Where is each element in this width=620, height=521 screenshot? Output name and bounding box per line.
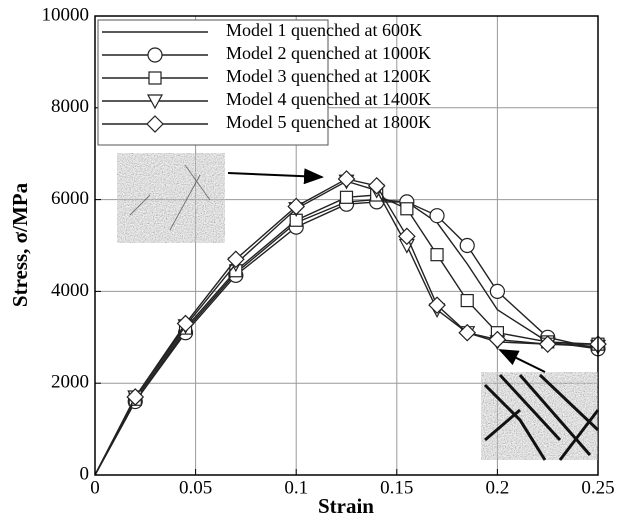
y-tick-label: 0: [80, 463, 90, 484]
legend-label: Model 3 quenched at 1200K: [226, 66, 431, 86]
legend-label: Model 1 quenched at 600K: [226, 20, 422, 40]
legend-label: Model 5 quenched at 1800K: [226, 112, 431, 132]
y-tick-label: 4000: [51, 280, 89, 301]
x-tick-label: 0.25: [581, 477, 614, 498]
y-axis-title: Stress, σ/MPa: [8, 182, 32, 307]
x-tick-label: 0.15: [380, 477, 413, 498]
legend-label: Model 4 quenched at 1400K: [226, 89, 431, 109]
marker: [148, 48, 162, 62]
x-tick-label: 0.1: [284, 477, 308, 498]
y-tick-label: 10000: [42, 4, 90, 25]
marker: [461, 295, 473, 307]
marker: [431, 249, 443, 261]
chart: Strain Stress, σ/MPa 0 2000 4000 6000 8000 10…: [0, 0, 620, 521]
x-axis-title: Strain: [318, 494, 374, 518]
legend: Model 1 quenched at 600K Model 2 quenched…: [98, 20, 431, 145]
marker: [460, 239, 474, 253]
x-tick-label: 0.05: [179, 477, 212, 498]
y-tick-label: 6000: [51, 188, 89, 209]
y-tick-label: 2000: [51, 372, 89, 393]
marker: [341, 191, 353, 203]
y-tick-label: 8000: [51, 96, 89, 117]
x-tick-label: 0: [90, 477, 100, 498]
x-tick-label: 0.2: [486, 477, 510, 498]
marker: [490, 284, 504, 298]
marker: [430, 209, 444, 223]
marker: [401, 203, 413, 215]
legend-label: Model 2 quenched at 1000K: [226, 43, 431, 63]
marker: [149, 72, 161, 84]
